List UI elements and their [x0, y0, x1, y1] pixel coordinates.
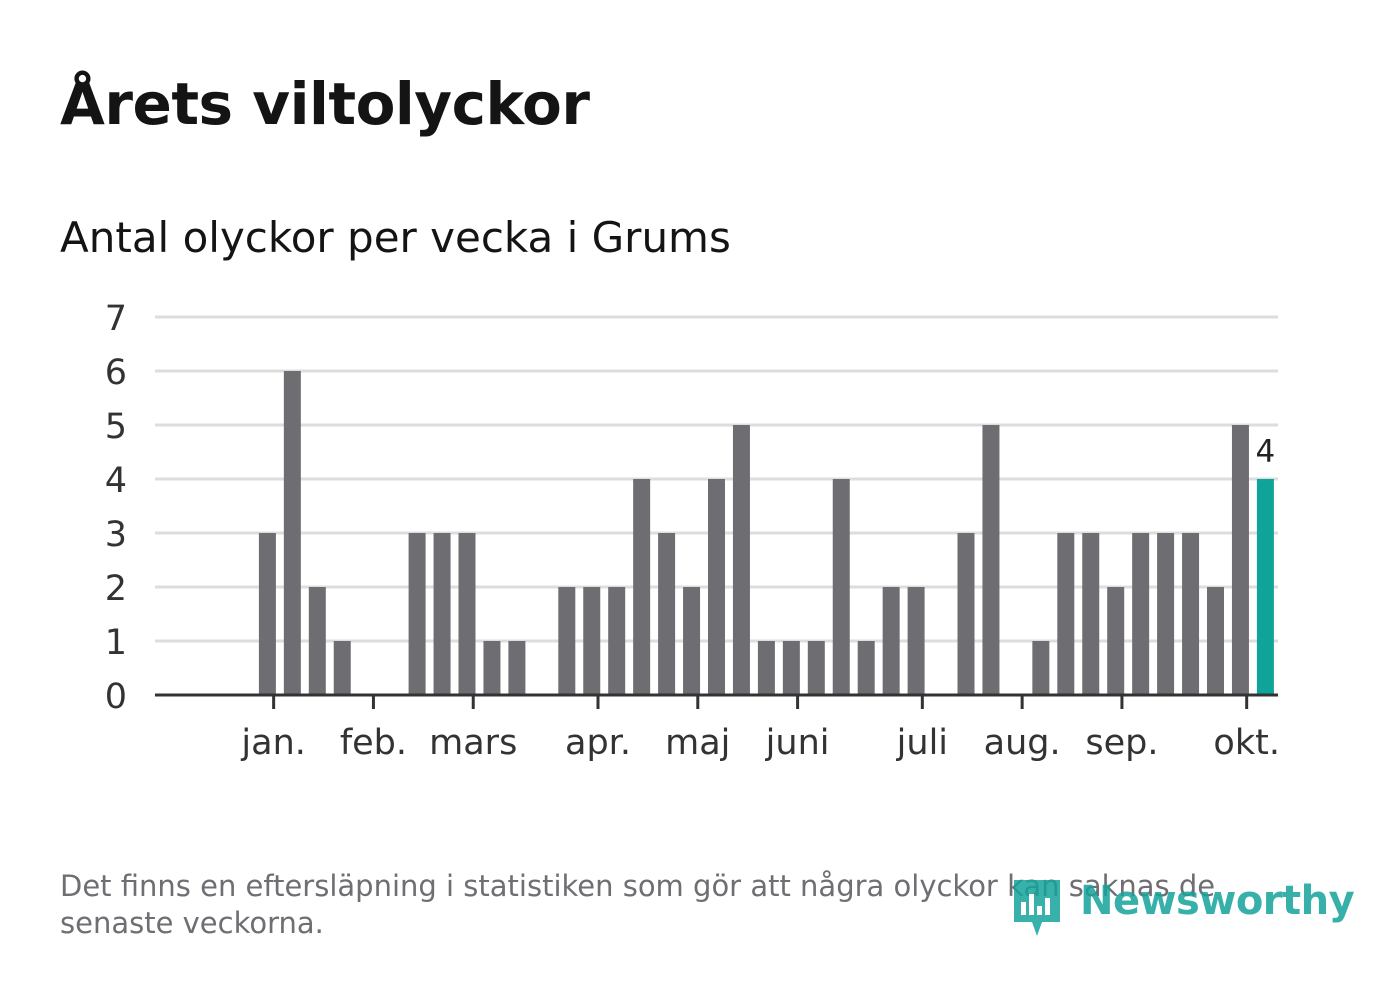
x-tick-label: mars [429, 723, 517, 763]
bar [458, 533, 476, 695]
bar [782, 641, 800, 695]
bar [608, 587, 626, 695]
bar [1182, 533, 1200, 695]
bar-chart: 0 1 2 3 4 5 6 7 jan. feb. mars apr. maj juni juli aug.… [105, 299, 1280, 763]
y-tick-label: 5 [105, 407, 127, 447]
bar [708, 479, 725, 695]
bar [1132, 533, 1150, 695]
bar [333, 641, 351, 695]
y-tick-label: 2 [105, 569, 127, 609]
highlight-bar [1256, 479, 1274, 695]
bar [508, 641, 526, 695]
y-tick-label: 4 [105, 461, 127, 501]
bar [1107, 587, 1125, 695]
chart-title: Årets viltolyckor [60, 70, 590, 138]
bar [683, 587, 701, 695]
y-axis-labels: 0 1 2 3 4 5 6 7 [105, 299, 127, 717]
bar [832, 479, 850, 695]
chart-subtitle: Antal olyckor per vecka i Grums [60, 213, 731, 262]
y-tick-label: 7 [105, 299, 127, 339]
x-tick-label: juni [765, 723, 830, 763]
x-tick-label: aug. [984, 723, 1061, 763]
x-tick-label: juli [896, 723, 948, 763]
x-tick-label: okt. [1213, 723, 1280, 763]
bar [658, 533, 676, 695]
bar [982, 425, 1000, 695]
bar [583, 587, 601, 695]
bar [1032, 641, 1050, 695]
bar [1157, 533, 1175, 695]
x-axis-labels: jan. feb. mars apr. maj juni juli aug. sep. okt. [240, 695, 1280, 763]
bar [957, 533, 975, 695]
bar [732, 425, 750, 695]
bar [558, 587, 576, 695]
bar [308, 587, 326, 695]
bar [757, 641, 775, 695]
y-tick-label: 6 [105, 353, 127, 393]
bar [408, 533, 426, 695]
newsworthy-logo-icon [1014, 880, 1060, 936]
bar [857, 641, 875, 695]
bar [258, 533, 276, 695]
bar [1057, 533, 1075, 695]
bar [1231, 425, 1249, 695]
y-tick-label: 1 [105, 623, 127, 663]
brand-logo: Newsworthy [1010, 872, 1355, 942]
x-tick-label: maj [665, 723, 730, 763]
bar [882, 587, 900, 695]
bar [907, 587, 925, 695]
bars [258, 371, 1274, 695]
bar [1207, 587, 1224, 695]
brand-name: Newsworthy [1080, 878, 1355, 924]
bar [633, 479, 651, 695]
x-tick-label: sep. [1085, 723, 1158, 763]
y-tick-label: 0 [105, 677, 127, 717]
highlight-value-label: 4 [1256, 434, 1276, 470]
x-tick-label: apr. [565, 723, 631, 763]
x-tick-label: feb. [340, 723, 407, 763]
bar [433, 533, 451, 695]
bar [483, 641, 501, 695]
y-tick-label: 3 [105, 515, 127, 555]
bar [283, 371, 301, 695]
data-labels: 4 [1256, 434, 1276, 470]
bar [1082, 533, 1100, 695]
bar [807, 641, 825, 695]
x-tick-label: jan. [240, 723, 305, 763]
